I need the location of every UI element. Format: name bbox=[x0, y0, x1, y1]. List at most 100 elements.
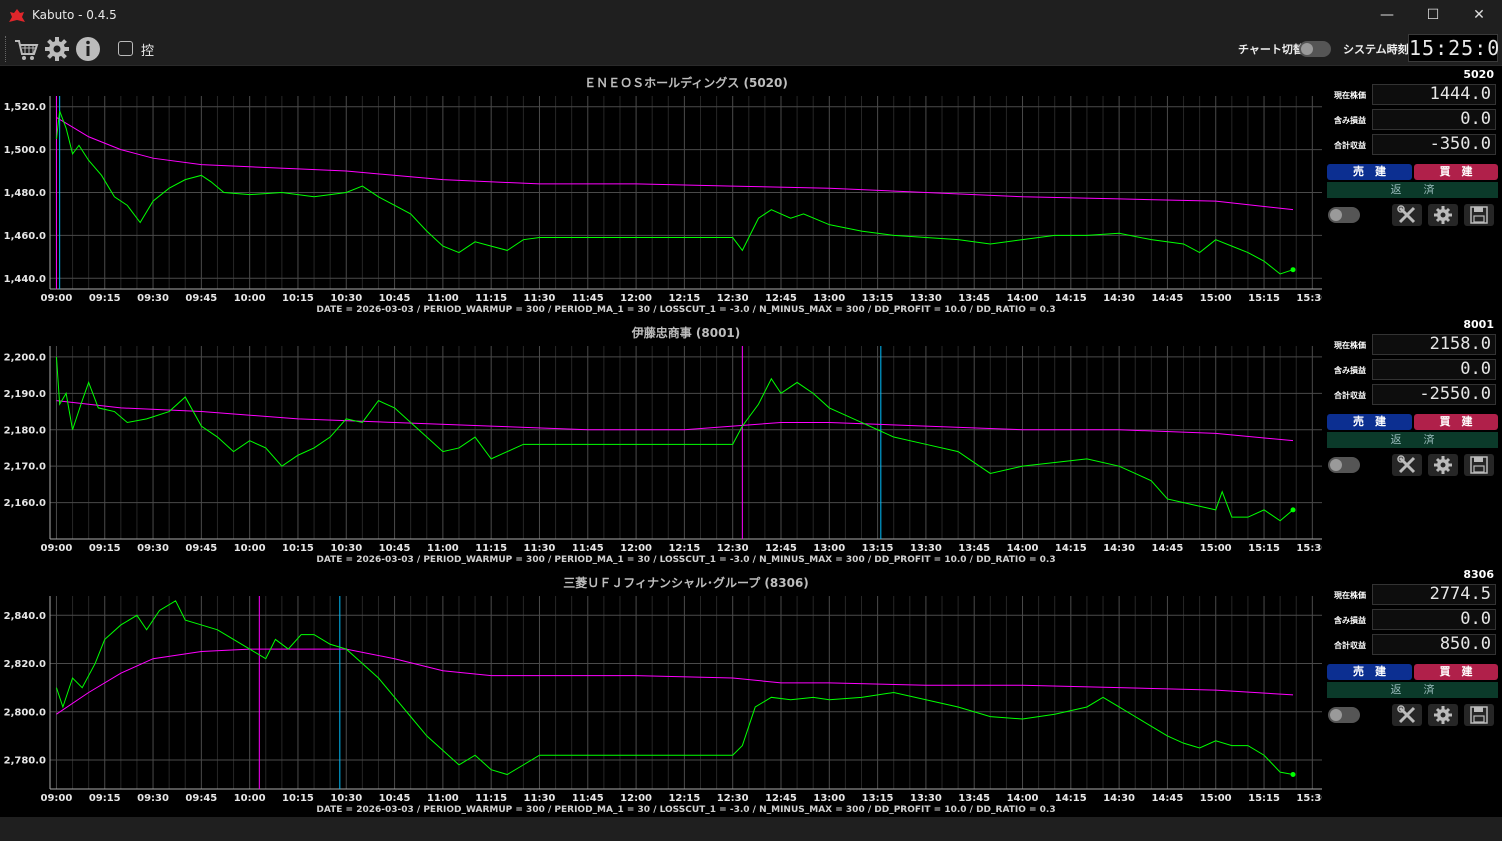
x-tick-label: 14:45 bbox=[1152, 293, 1184, 304]
save-button[interactable] bbox=[1464, 204, 1494, 226]
minimize-button[interactable]: — bbox=[1380, 7, 1394, 23]
x-tick-label: 09:45 bbox=[185, 293, 217, 304]
x-tick-label: 15:15 bbox=[1248, 793, 1280, 804]
x-tick-label: 10:30 bbox=[330, 793, 362, 804]
auto-toggle[interactable] bbox=[1328, 457, 1360, 473]
price-chart-2: 09:00 09:15 09:30 09:45 10:00 10:15 10:30 10:45… bbox=[4, 325, 1322, 565]
control-checkbox[interactable] bbox=[118, 41, 133, 56]
chart-area: 09:00 09:15 09:30 09:45 10:00 10:15 10:30 10:45… bbox=[0, 67, 1322, 817]
price-line bbox=[55, 110, 1294, 275]
x-tick-label: 14:00 bbox=[1007, 543, 1039, 554]
settings-button[interactable] bbox=[1428, 204, 1458, 226]
x-tick-label: 11:15 bbox=[475, 543, 507, 554]
x-tick-label: 11:30 bbox=[524, 793, 556, 804]
tools-button[interactable] bbox=[1392, 454, 1422, 476]
x-tick-label: 10:45 bbox=[379, 793, 411, 804]
control-checkbox-label: 控 bbox=[141, 44, 155, 59]
x-tick-label: 15:30 bbox=[1296, 293, 1322, 304]
moving-average-line bbox=[56, 400, 1294, 442]
toggle-knob bbox=[1301, 43, 1313, 55]
auto-toggle[interactable] bbox=[1328, 707, 1360, 723]
x-tick-label: 11:30 bbox=[524, 543, 556, 554]
x-tick-label: 12:00 bbox=[620, 793, 652, 804]
x-tick-label: 12:30 bbox=[717, 293, 749, 304]
total-profit-value: 850.0 bbox=[1372, 634, 1496, 655]
repay-button[interactable]: 返 済 bbox=[1327, 182, 1498, 198]
y-tick-label: 2,170.0 bbox=[4, 462, 46, 473]
x-tick-label: 14:15 bbox=[1055, 543, 1087, 554]
trading-section-5020: 5020 現在株価 1444.0 含み損益 0.0 合計収益 -350.0 売 建買 建返 済 bbox=[1322, 67, 1502, 317]
tools-button[interactable] bbox=[1392, 204, 1422, 226]
x-tick-label: 14:45 bbox=[1152, 543, 1184, 554]
x-tick-label: 15:00 bbox=[1200, 543, 1232, 554]
x-tick-label: 15:15 bbox=[1248, 543, 1280, 554]
x-tick-label: 12:15 bbox=[668, 293, 700, 304]
x-tick-label: 09:30 bbox=[137, 793, 169, 804]
x-tick-label: 10:15 bbox=[282, 293, 314, 304]
x-tick-label: 13:30 bbox=[910, 293, 942, 304]
repay-button[interactable]: 返 済 bbox=[1327, 432, 1498, 448]
x-tick-label: 10:15 bbox=[282, 793, 314, 804]
x-tick-label: 13:00 bbox=[813, 543, 845, 554]
y-tick-label: 1,440.0 bbox=[4, 274, 46, 285]
sell-button[interactable]: 売 建 bbox=[1327, 414, 1412, 430]
buy-button[interactable]: 買 建 bbox=[1414, 414, 1498, 430]
last-price-dot bbox=[1290, 267, 1296, 273]
total-profit-value: -2550.0 bbox=[1372, 384, 1496, 405]
save-button[interactable] bbox=[1464, 704, 1494, 726]
x-tick-label: 13:30 bbox=[910, 543, 942, 554]
total-profit-label: 合計収益 bbox=[1334, 641, 1366, 650]
x-tick-label: 09:00 bbox=[41, 793, 73, 804]
x-tick-label: 14:15 bbox=[1055, 293, 1087, 304]
x-tick-label: 09:15 bbox=[89, 793, 121, 804]
x-tick-label: 12:15 bbox=[668, 793, 700, 804]
repay-button[interactable]: 返 済 bbox=[1327, 682, 1498, 698]
current-price-label: 現在株価 bbox=[1334, 91, 1366, 100]
stock-code: 8306 bbox=[1463, 568, 1494, 581]
gear-icon[interactable] bbox=[44, 36, 70, 62]
x-tick-label: 15:30 bbox=[1296, 793, 1322, 804]
buy-button[interactable]: 買 建 bbox=[1414, 164, 1498, 180]
x-tick-label: 13:15 bbox=[862, 793, 894, 804]
tools-button[interactable] bbox=[1392, 704, 1422, 726]
x-tick-label: 11:00 bbox=[427, 793, 459, 804]
x-tick-label: 15:00 bbox=[1200, 293, 1232, 304]
maximize-button[interactable]: ☐ bbox=[1426, 7, 1440, 23]
kabuto-logo-icon bbox=[9, 9, 25, 22]
toolbar-grip[interactable] bbox=[5, 36, 7, 62]
cart-icon[interactable] bbox=[13, 36, 39, 62]
chart-switch-toggle[interactable] bbox=[1299, 41, 1331, 57]
chart-title: 三菱ＵＦＪフィナンシャル･グループ (8306) bbox=[563, 575, 809, 590]
x-tick-label: 12:00 bbox=[620, 293, 652, 304]
x-tick-label: 12:15 bbox=[668, 543, 700, 554]
info-icon[interactable] bbox=[75, 36, 101, 62]
x-tick-label: 14:30 bbox=[1103, 793, 1135, 804]
total-profit-value: -350.0 bbox=[1372, 134, 1496, 155]
x-tick-label: 14:45 bbox=[1152, 793, 1184, 804]
current-price-label: 現在株価 bbox=[1334, 341, 1366, 350]
x-tick-label: 10:00 bbox=[234, 543, 266, 554]
y-tick-label: 2,840.0 bbox=[4, 611, 46, 622]
save-button[interactable] bbox=[1464, 454, 1494, 476]
buy-button[interactable]: 買 建 bbox=[1414, 664, 1498, 680]
toggle-knob bbox=[1330, 459, 1342, 471]
x-tick-label: 12:45 bbox=[765, 293, 797, 304]
close-button[interactable]: ✕ bbox=[1473, 7, 1485, 23]
auto-toggle[interactable] bbox=[1328, 207, 1360, 223]
sell-button[interactable]: 売 建 bbox=[1327, 664, 1412, 680]
toggle-knob bbox=[1330, 709, 1342, 721]
x-tick-label: 13:45 bbox=[958, 793, 990, 804]
x-tick-label: 13:00 bbox=[813, 293, 845, 304]
x-tick-label: 15:00 bbox=[1200, 793, 1232, 804]
chart-title: 伊藤忠商事 (8001) bbox=[631, 325, 741, 340]
current-price-value: 2158.0 bbox=[1372, 334, 1496, 355]
wrench-icon bbox=[1397, 705, 1416, 724]
sell-button[interactable]: 売 建 bbox=[1327, 164, 1412, 180]
wrench-icon bbox=[1397, 205, 1416, 224]
settings-button[interactable] bbox=[1428, 704, 1458, 726]
unrealized-pnl-value: 0.0 bbox=[1372, 109, 1496, 130]
toolbar bbox=[0, 32, 1502, 66]
x-tick-label: 13:00 bbox=[813, 793, 845, 804]
moving-average-line bbox=[56, 117, 1294, 211]
settings-button[interactable] bbox=[1428, 454, 1458, 476]
